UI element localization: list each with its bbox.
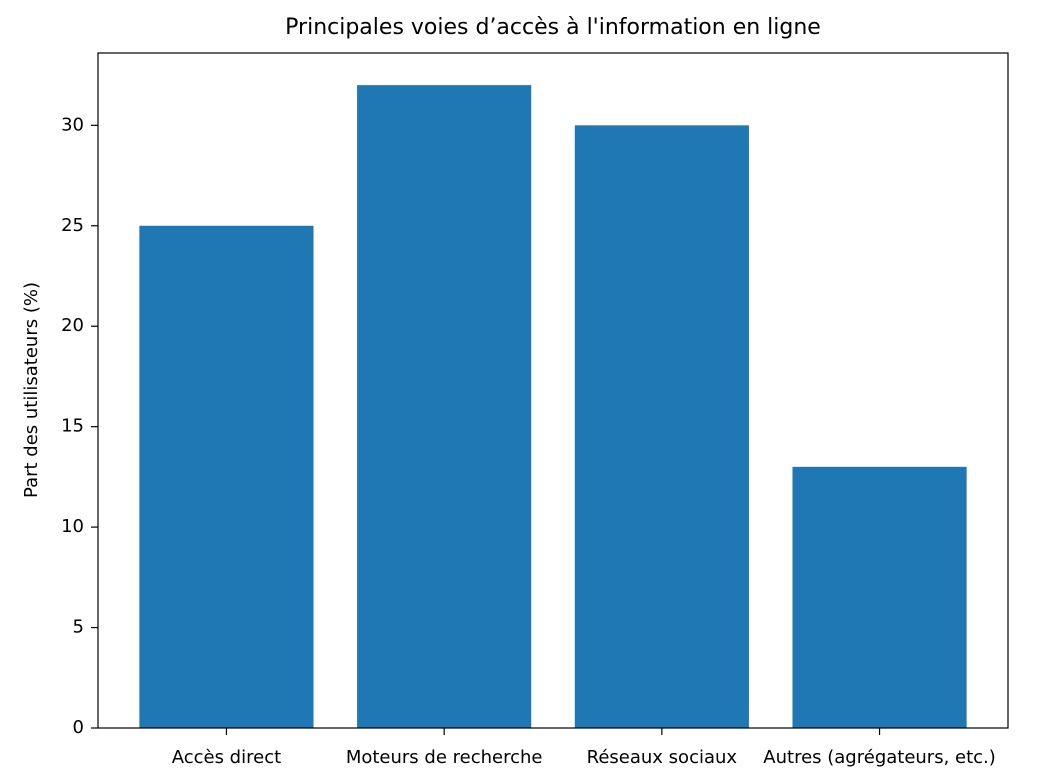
y-tick-label: 20 [61,315,84,336]
chart-title: Principales voies d’accès à l'informatio… [285,15,821,40]
y-tick-label: 25 [61,215,84,236]
y-tick-label: 15 [61,416,84,437]
bar [357,85,532,728]
bar [792,466,967,728]
y-tick-label: 10 [61,516,84,537]
y-tick-label: 5 [73,617,84,638]
x-tick-label: Accès direct [172,747,281,768]
y-tick-label: 0 [73,717,84,738]
plot-frame [97,52,1009,729]
y-tick-label: 30 [61,114,84,135]
bar [139,225,314,728]
x-tick-label: Autres (agrégateurs, etc.) [763,747,996,768]
bar [574,125,749,729]
x-tick-label: Moteurs de recherche [346,747,543,768]
y-axis-label: Part des utilisateurs (%) [21,282,42,498]
x-tick-label: Réseaux sociaux [587,747,738,768]
